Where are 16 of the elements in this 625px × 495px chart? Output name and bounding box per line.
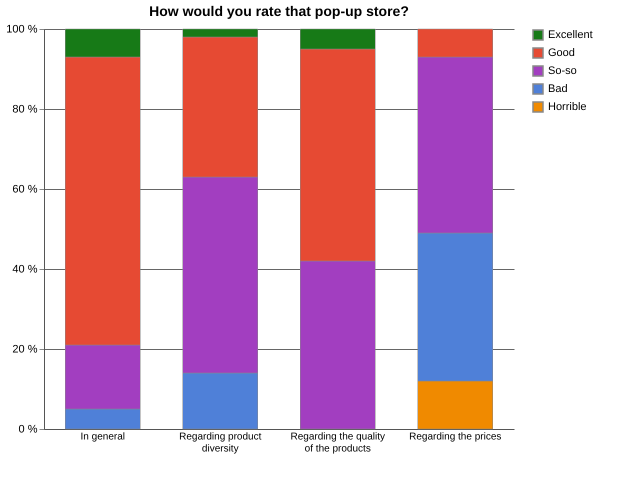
legend-label: Excellent <box>548 29 593 41</box>
y-tick-label: 40 % <box>12 264 38 276</box>
chart-title: How would you rate that pop-up store? <box>149 3 409 19</box>
legend-label: Horrible <box>548 101 587 113</box>
y-tick-label: 0 % <box>18 424 38 436</box>
legend-label: So-so <box>548 65 577 77</box>
y-tick-label: 80 % <box>12 104 38 116</box>
y-tick-label: 20 % <box>12 344 38 356</box>
y-tick-label: 100 % <box>6 24 38 36</box>
legend-label: Bad <box>548 83 568 95</box>
x-tick-label: Regarding the prices <box>409 432 502 442</box>
x-tick-label: In general <box>80 432 125 442</box>
x-tick-label: Regarding the quality of the products <box>290 432 386 454</box>
y-tick-label: 60 % <box>12 184 38 196</box>
x-tick-label: Regarding product diversity <box>179 432 262 454</box>
legend-label: Good <box>548 47 575 59</box>
